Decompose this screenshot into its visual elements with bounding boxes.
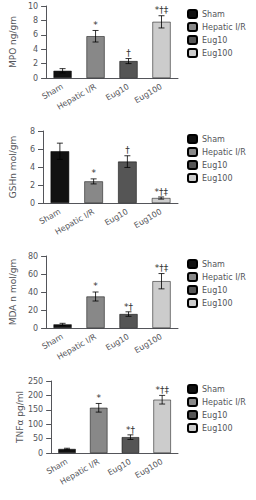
svg-text:*†: *† — [126, 425, 136, 435]
svg-text:Hepatic I/R: Hepatic I/R — [55, 82, 98, 112]
svg-text:6: 6 — [30, 145, 35, 154]
svg-text:†: † — [126, 48, 131, 58]
svg-text:Sham: Sham — [202, 260, 225, 269]
svg-text:Eug10: Eug10 — [202, 411, 227, 420]
svg-text:150: 150 — [28, 405, 43, 414]
svg-text:Sham: Sham — [41, 332, 65, 351]
svg-text:Hepatic I/R: Hepatic I/R — [59, 457, 102, 487]
svg-text:Hepatic I/R: Hepatic I/R — [202, 398, 246, 407]
svg-text:Sham: Sham — [38, 207, 62, 226]
svg-text:*†‡: *†‡ — [154, 187, 168, 197]
svg-text:50: 50 — [33, 434, 43, 443]
svg-text:†: † — [125, 145, 130, 155]
svg-text:Sham: Sham — [202, 385, 225, 394]
svg-text:Sham: Sham — [202, 10, 225, 19]
svg-text:0: 0 — [33, 74, 38, 83]
svg-text:8: 8 — [30, 127, 35, 136]
svg-text:20: 20 — [28, 306, 38, 315]
svg-text:*†‡: *†‡ — [155, 385, 169, 395]
svg-text:Eug100: Eug100 — [133, 82, 164, 105]
svg-text:Eug100: Eug100 — [202, 299, 232, 308]
svg-text:200: 200 — [28, 391, 43, 400]
svg-text:GSHn mol/gm: GSHn mol/gm — [8, 136, 18, 198]
svg-text:Eug10: Eug10 — [202, 36, 227, 45]
svg-text:Eug100: Eug100 — [133, 332, 164, 355]
svg-text:Eug10: Eug10 — [103, 207, 129, 227]
svg-text:*: * — [91, 168, 96, 178]
svg-text:*†‡: *†‡ — [155, 5, 169, 15]
svg-text:Hepatic I/R: Hepatic I/R — [55, 332, 98, 362]
svg-text:80: 80 — [28, 252, 38, 261]
svg-text:6: 6 — [33, 30, 38, 39]
svg-text:Eug100: Eug100 — [133, 207, 164, 230]
svg-text:*: * — [93, 281, 98, 291]
svg-text:Hepatic I/R: Hepatic I/R — [53, 207, 96, 237]
svg-text:Hepatic I/R: Hepatic I/R — [202, 148, 246, 157]
svg-text:Hepatic I/R: Hepatic I/R — [202, 273, 246, 282]
svg-text:4: 4 — [33, 45, 38, 54]
svg-text:2: 2 — [30, 181, 35, 190]
svg-text:MPO ng/gm: MPO ng/gm — [8, 16, 18, 68]
svg-text:Sham: Sham — [45, 457, 69, 476]
svg-text:*†: *† — [124, 302, 134, 312]
svg-text:*†‡: *†‡ — [155, 263, 169, 273]
svg-text:Eug100: Eug100 — [202, 49, 232, 58]
svg-text:4: 4 — [30, 163, 35, 172]
svg-text:*: * — [93, 20, 98, 30]
svg-text:10: 10 — [28, 2, 38, 11]
svg-text:TNFα pg/ml: TNFα pg/ml — [15, 391, 25, 444]
svg-text:100: 100 — [28, 420, 43, 429]
svg-text:MDA n mol/gm: MDA n mol/gm — [8, 259, 18, 325]
svg-text:Sham: Sham — [41, 82, 65, 101]
svg-text:2: 2 — [33, 59, 38, 68]
svg-text:Eug10: Eug10 — [104, 82, 130, 102]
svg-text:*: * — [96, 393, 101, 403]
svg-text:Eug10: Eug10 — [202, 286, 227, 295]
svg-text:8: 8 — [33, 16, 38, 25]
svg-text:Eug100: Eug100 — [202, 174, 232, 183]
svg-text:0: 0 — [33, 324, 38, 333]
svg-text:0: 0 — [38, 449, 43, 458]
svg-text:Eug10: Eug10 — [104, 332, 130, 352]
svg-text:Eug10: Eug10 — [202, 161, 227, 170]
svg-text:Eug100: Eug100 — [134, 457, 165, 480]
svg-text:Sham: Sham — [202, 135, 225, 144]
svg-text:Hepatic I/R: Hepatic I/R — [202, 23, 246, 32]
svg-text:0: 0 — [30, 199, 35, 208]
svg-text:250: 250 — [28, 377, 43, 386]
svg-text:Eug10: Eug10 — [106, 457, 132, 477]
svg-text:Eug100: Eug100 — [202, 424, 232, 433]
svg-text:40: 40 — [28, 288, 38, 297]
svg-text:60: 60 — [28, 270, 38, 279]
